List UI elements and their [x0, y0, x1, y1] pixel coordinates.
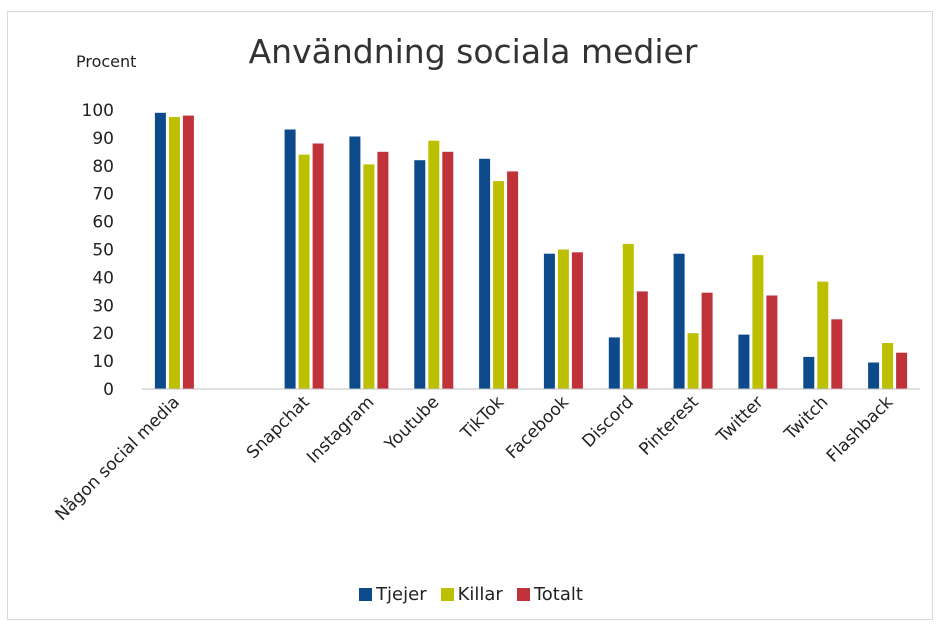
bar-totalt — [636, 291, 648, 389]
x-tick-label: Facebook — [502, 392, 573, 463]
bar-killar — [752, 255, 764, 389]
legend-label: Killar — [457, 584, 503, 605]
bar-killar — [363, 164, 375, 389]
legend-swatch — [440, 588, 454, 601]
bar-tjejer — [479, 158, 491, 389]
legend-item-totalt: Totalt — [516, 584, 583, 605]
bar-tjejer — [414, 160, 426, 389]
bar-killar — [298, 154, 310, 389]
y-tick-label: 20 — [92, 324, 114, 344]
y-tick-label: 50 — [92, 241, 114, 261]
y-tick-label: 80 — [92, 157, 114, 177]
bar-totalt — [831, 319, 843, 390]
bar-totalt — [182, 115, 194, 389]
y-tick-label: 70 — [92, 185, 114, 205]
bar-totalt — [442, 151, 454, 389]
y-tick-label: 30 — [92, 296, 114, 316]
x-tick-label: Twitch — [780, 392, 832, 444]
bar-series — [154, 112, 908, 390]
x-tick-label: Pinterest — [635, 392, 702, 459]
x-tick-label: Discord — [579, 392, 638, 451]
y-axis-ticks: 0 10 20 30 40 50 60 70 80 90 100 — [82, 101, 114, 400]
bar-tjejer — [154, 112, 166, 390]
bar-killar — [882, 343, 894, 389]
bar-totalt — [766, 295, 778, 389]
bar-killar — [622, 243, 634, 389]
y-axis-unit-label: Procent — [76, 52, 137, 71]
bar-totalt — [312, 143, 324, 389]
x-tick-label: Instagram — [303, 392, 378, 467]
bar-tjejer — [608, 337, 620, 389]
bar-totalt — [507, 171, 519, 389]
bar-killar — [168, 117, 180, 389]
x-tick-label: TikTok — [456, 392, 508, 444]
bar-killar — [493, 181, 505, 389]
legend-swatch — [359, 588, 373, 601]
legend-item-tjejer: Tjejer — [359, 584, 427, 605]
bar-totalt — [571, 252, 583, 389]
legend-item-killar: Killar — [440, 584, 503, 605]
legend-label: Totalt — [533, 584, 583, 605]
x-tick-label: Twitter — [712, 392, 767, 447]
bar-tjejer — [349, 136, 361, 389]
bar-killar — [817, 281, 829, 389]
y-tick-label: 0 — [103, 380, 114, 400]
bar-killar — [428, 140, 440, 389]
y-tick-label: 60 — [92, 213, 114, 233]
legend-swatch — [516, 588, 530, 601]
bar-tjejer — [673, 253, 685, 389]
bar-killar — [557, 249, 569, 389]
bar-killar — [687, 333, 699, 389]
y-tick-label: 40 — [92, 268, 114, 288]
bar-tjejer — [803, 356, 815, 389]
bar-tjejer — [868, 362, 880, 389]
x-tick-label: Någon social media — [51, 392, 184, 525]
chart-title: Användning sociala medier — [248, 32, 698, 71]
bar-totalt — [701, 292, 713, 389]
bar-tjejer — [543, 253, 555, 389]
y-tick-label: 100 — [82, 101, 114, 121]
y-tick-label: 10 — [92, 352, 114, 372]
chart-legend: Tjejer Killar Totalt — [0, 584, 942, 605]
x-tick-label: Flashback — [823, 392, 897, 466]
x-tick-label: Youtube — [380, 392, 443, 455]
bar-tjejer — [738, 334, 750, 389]
y-tick-label: 90 — [92, 129, 114, 149]
bar-tjejer — [284, 129, 296, 389]
bar-totalt — [896, 352, 908, 389]
bar-totalt — [377, 151, 389, 389]
legend-label: Tjejer — [376, 584, 427, 605]
